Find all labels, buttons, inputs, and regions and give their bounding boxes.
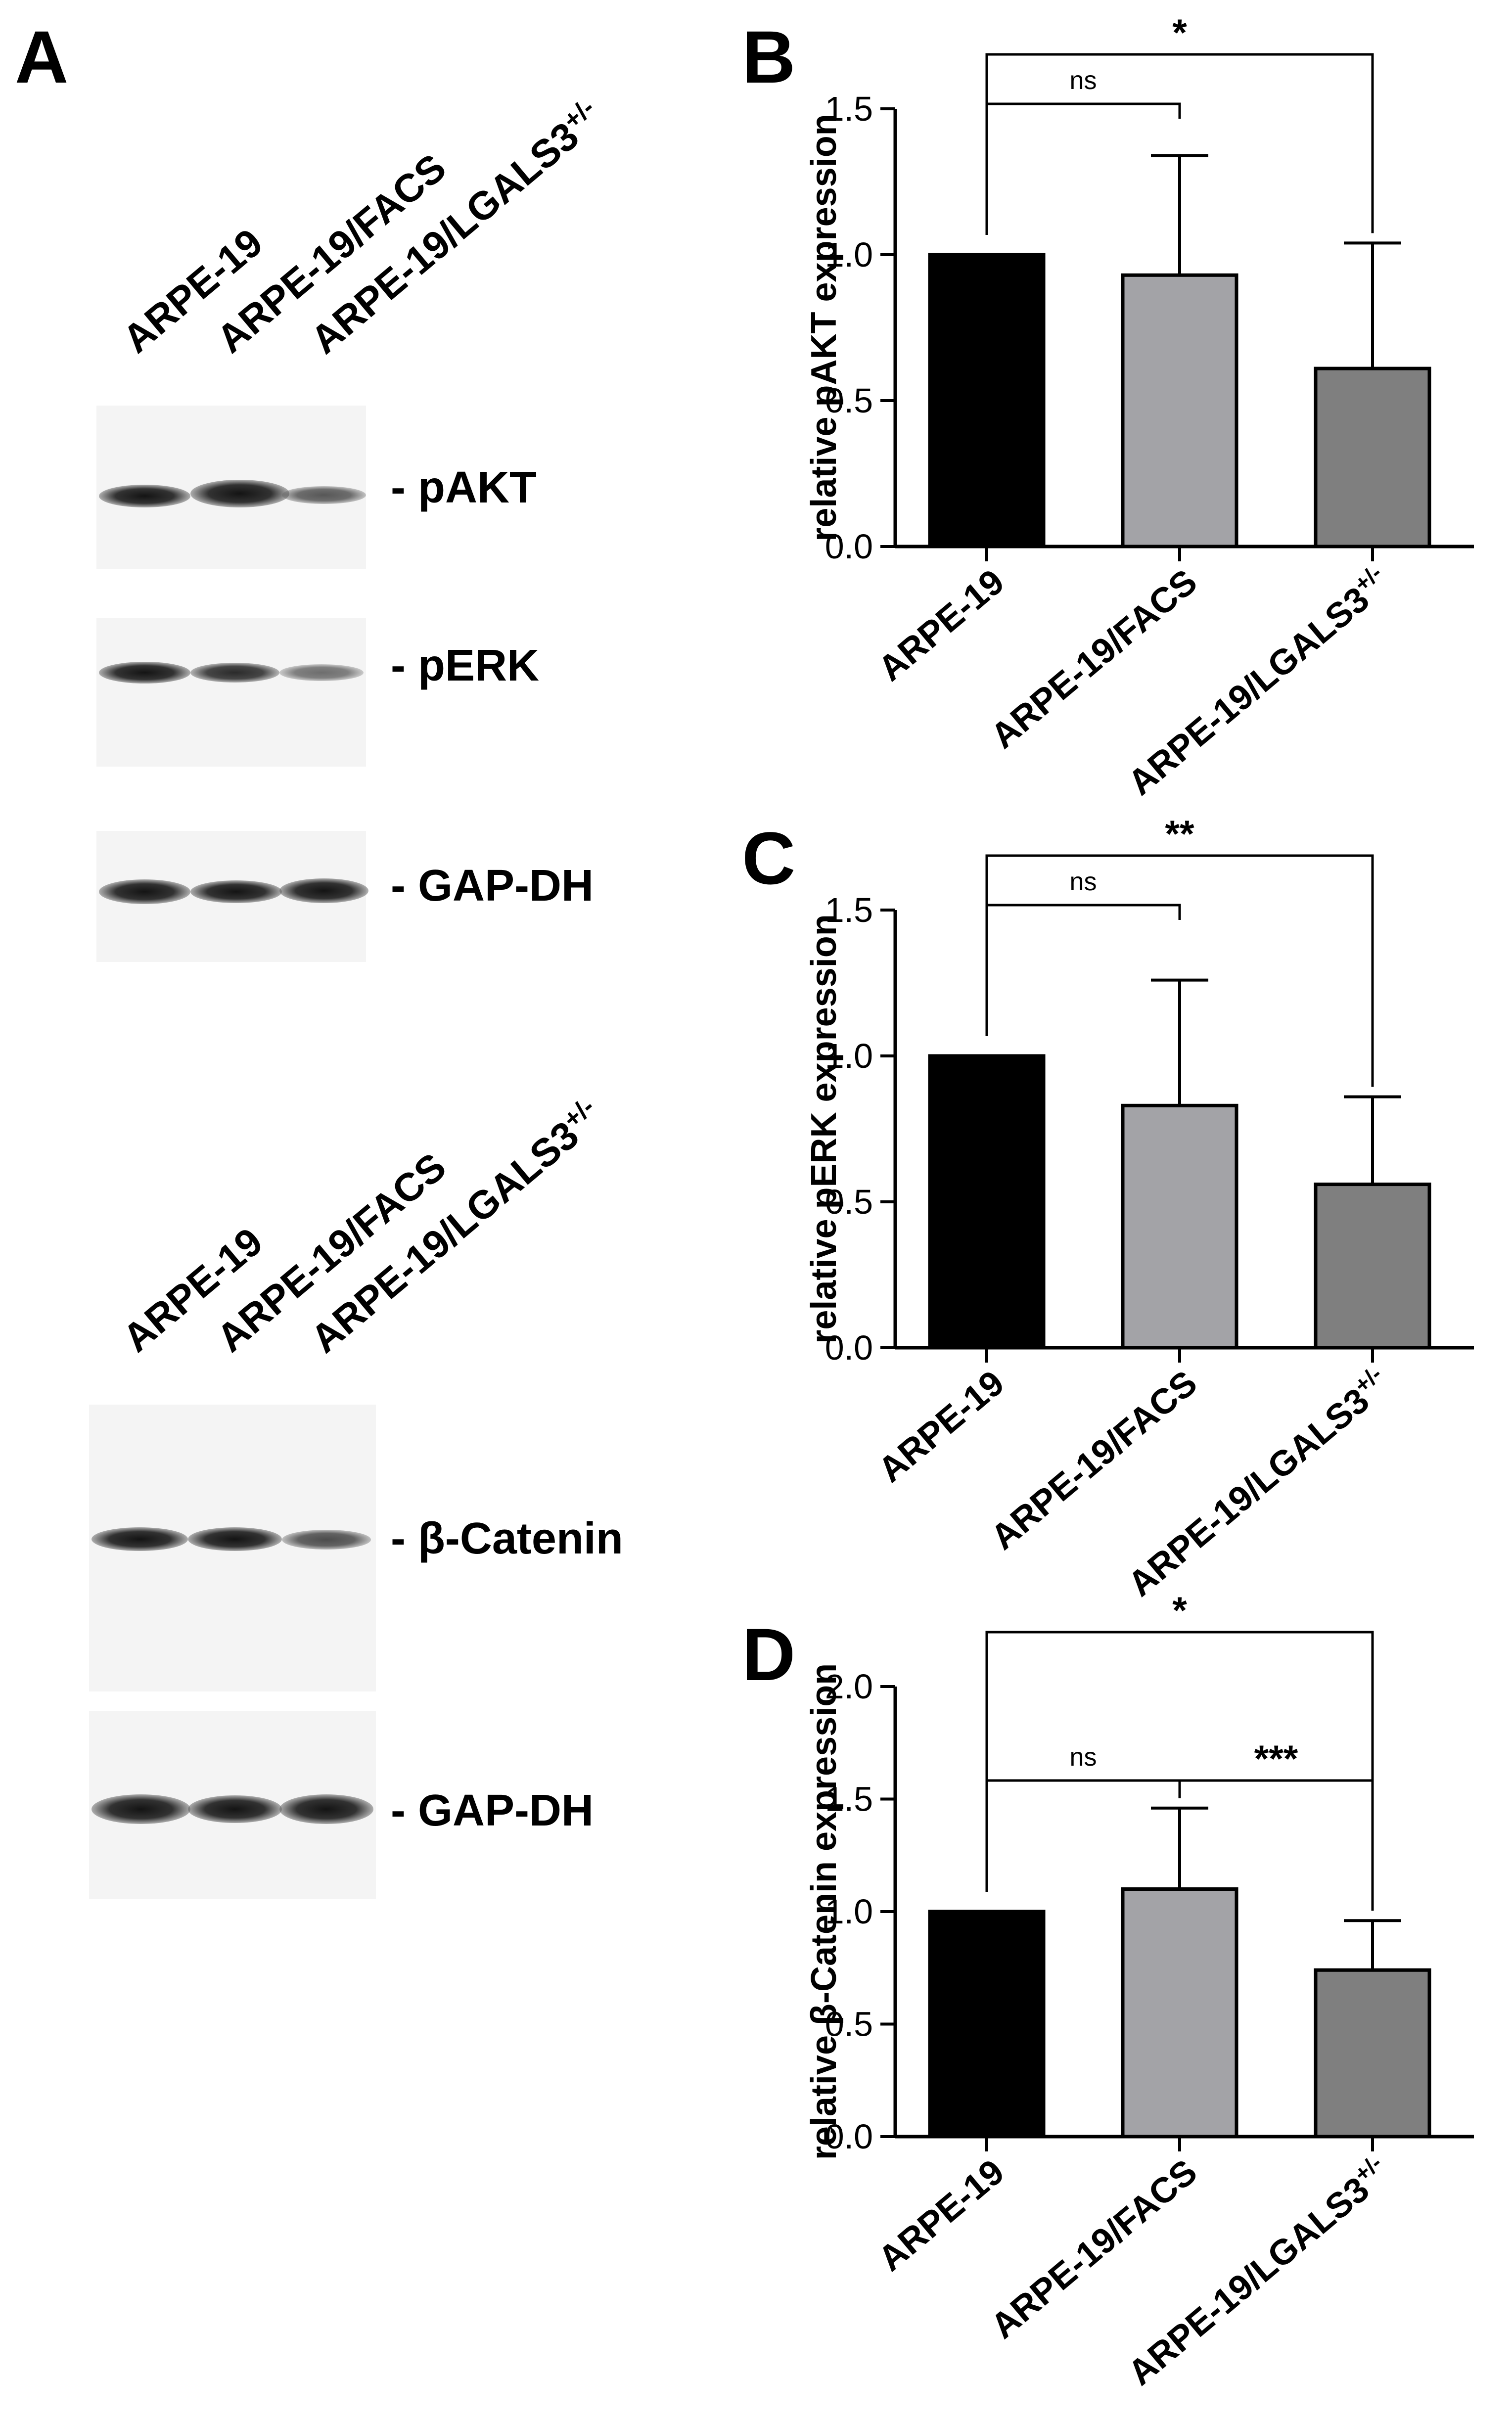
band: [99, 879, 190, 904]
band: [190, 663, 279, 683]
y-tick-label: 2.0: [825, 1667, 873, 1706]
bar: [928, 1054, 1046, 1350]
panel-label-a: A: [15, 15, 69, 98]
y-tick-label: 0.0: [825, 1328, 873, 1367]
significance-label: ns: [1070, 1743, 1097, 1772]
band: [99, 662, 190, 684]
band: [92, 1794, 190, 1824]
y-tick-label: 1.0: [825, 1892, 873, 1931]
x-tick-label: ARPE-19/FACS: [983, 1363, 1204, 1557]
x-tick-label: ARPE-19/FACS: [983, 2152, 1204, 2346]
y-tick-label: 1.0: [825, 1037, 873, 1075]
panel-label-b: B: [742, 15, 796, 98]
y-tick-label: 0.0: [825, 527, 873, 566]
y-tick-label: 0.5: [825, 1183, 873, 1221]
band: [279, 664, 364, 681]
panel-label-d: D: [742, 1613, 796, 1696]
bar: [1121, 1103, 1238, 1350]
band: [279, 878, 368, 903]
panel-label-c: C: [742, 817, 796, 900]
band: [282, 1530, 371, 1550]
band-label-gapdh-2: - GAP-DH: [391, 1786, 594, 1835]
significance-label: *: [1172, 12, 1187, 54]
y-axis-label: relative pAKT expression: [804, 114, 844, 541]
y-tick-label: 1.0: [825, 235, 873, 274]
significance-bracket: [985, 53, 1374, 235]
bar: [1121, 273, 1238, 548]
bar-chart-perk: 0.0 0.5 1.0 1.5 relative pERK expression ARPE…: [804, 813, 1504, 1604]
significance-bracket: [985, 904, 1181, 1036]
band: [99, 485, 190, 507]
band: [190, 880, 282, 903]
y-axis-label: relative β-Catenin expression: [804, 1663, 844, 2160]
band: [92, 1527, 188, 1551]
bar: [1121, 1887, 1238, 2139]
bar: [928, 1910, 1046, 2139]
y-tick-label: 0.0: [825, 2117, 873, 2156]
significance-label: **: [1165, 813, 1194, 855]
bar: [1314, 1968, 1431, 2139]
significance-label: ns: [1070, 868, 1097, 896]
band-label-gapdh: - GAP-DH: [391, 861, 594, 911]
band-label-perk: - pERK: [391, 641, 539, 690]
significance-label: ***: [1254, 1738, 1298, 1780]
y-tick-label: 0.5: [825, 2005, 873, 2044]
band: [282, 486, 366, 504]
significance-label: ns: [1070, 66, 1097, 95]
y-tick-label: 1.5: [825, 1780, 873, 1819]
band: [279, 1794, 373, 1824]
bar: [1314, 366, 1431, 548]
band: [188, 1795, 282, 1823]
x-tick-label: ARPE-19: [871, 562, 1011, 689]
bar-chart-beta-catenin: 0.0 0.5 1.0 1.5 2.0 relative β-Catenin expres…: [804, 1590, 1504, 2409]
y-tick-label: 0.5: [825, 381, 873, 420]
significance-bracket: [985, 854, 1374, 1087]
bar: [1314, 1183, 1431, 1350]
bar-chart-pakt: 0.0 0.5 1.0 1.5 relative pAKT expression ARPE…: [804, 12, 1504, 803]
x-tick-label: ARPE-19: [871, 2152, 1011, 2279]
band-label-pakt: - pAKT: [391, 463, 537, 512]
band-label-beta-catenin: - β-Catenin: [391, 1514, 623, 1563]
significance-bracket: [985, 1779, 1181, 1892]
y-tick-label: 1.5: [825, 891, 873, 929]
x-tick-label: ARPE-19/FACS: [983, 562, 1204, 756]
band: [188, 1527, 282, 1551]
significance-label: *: [1172, 1590, 1187, 1632]
blot-strip-perk: [96, 618, 366, 767]
y-axis-label: relative pERK expression: [804, 914, 844, 1343]
x-tick-label: ARPE-19: [871, 1363, 1011, 1490]
bar: [928, 253, 1046, 548]
y-tick-label: 1.5: [825, 90, 873, 128]
significance-bracket: [985, 102, 1181, 235]
band: [190, 480, 289, 507]
significance-bracket: [985, 1631, 1374, 1911]
